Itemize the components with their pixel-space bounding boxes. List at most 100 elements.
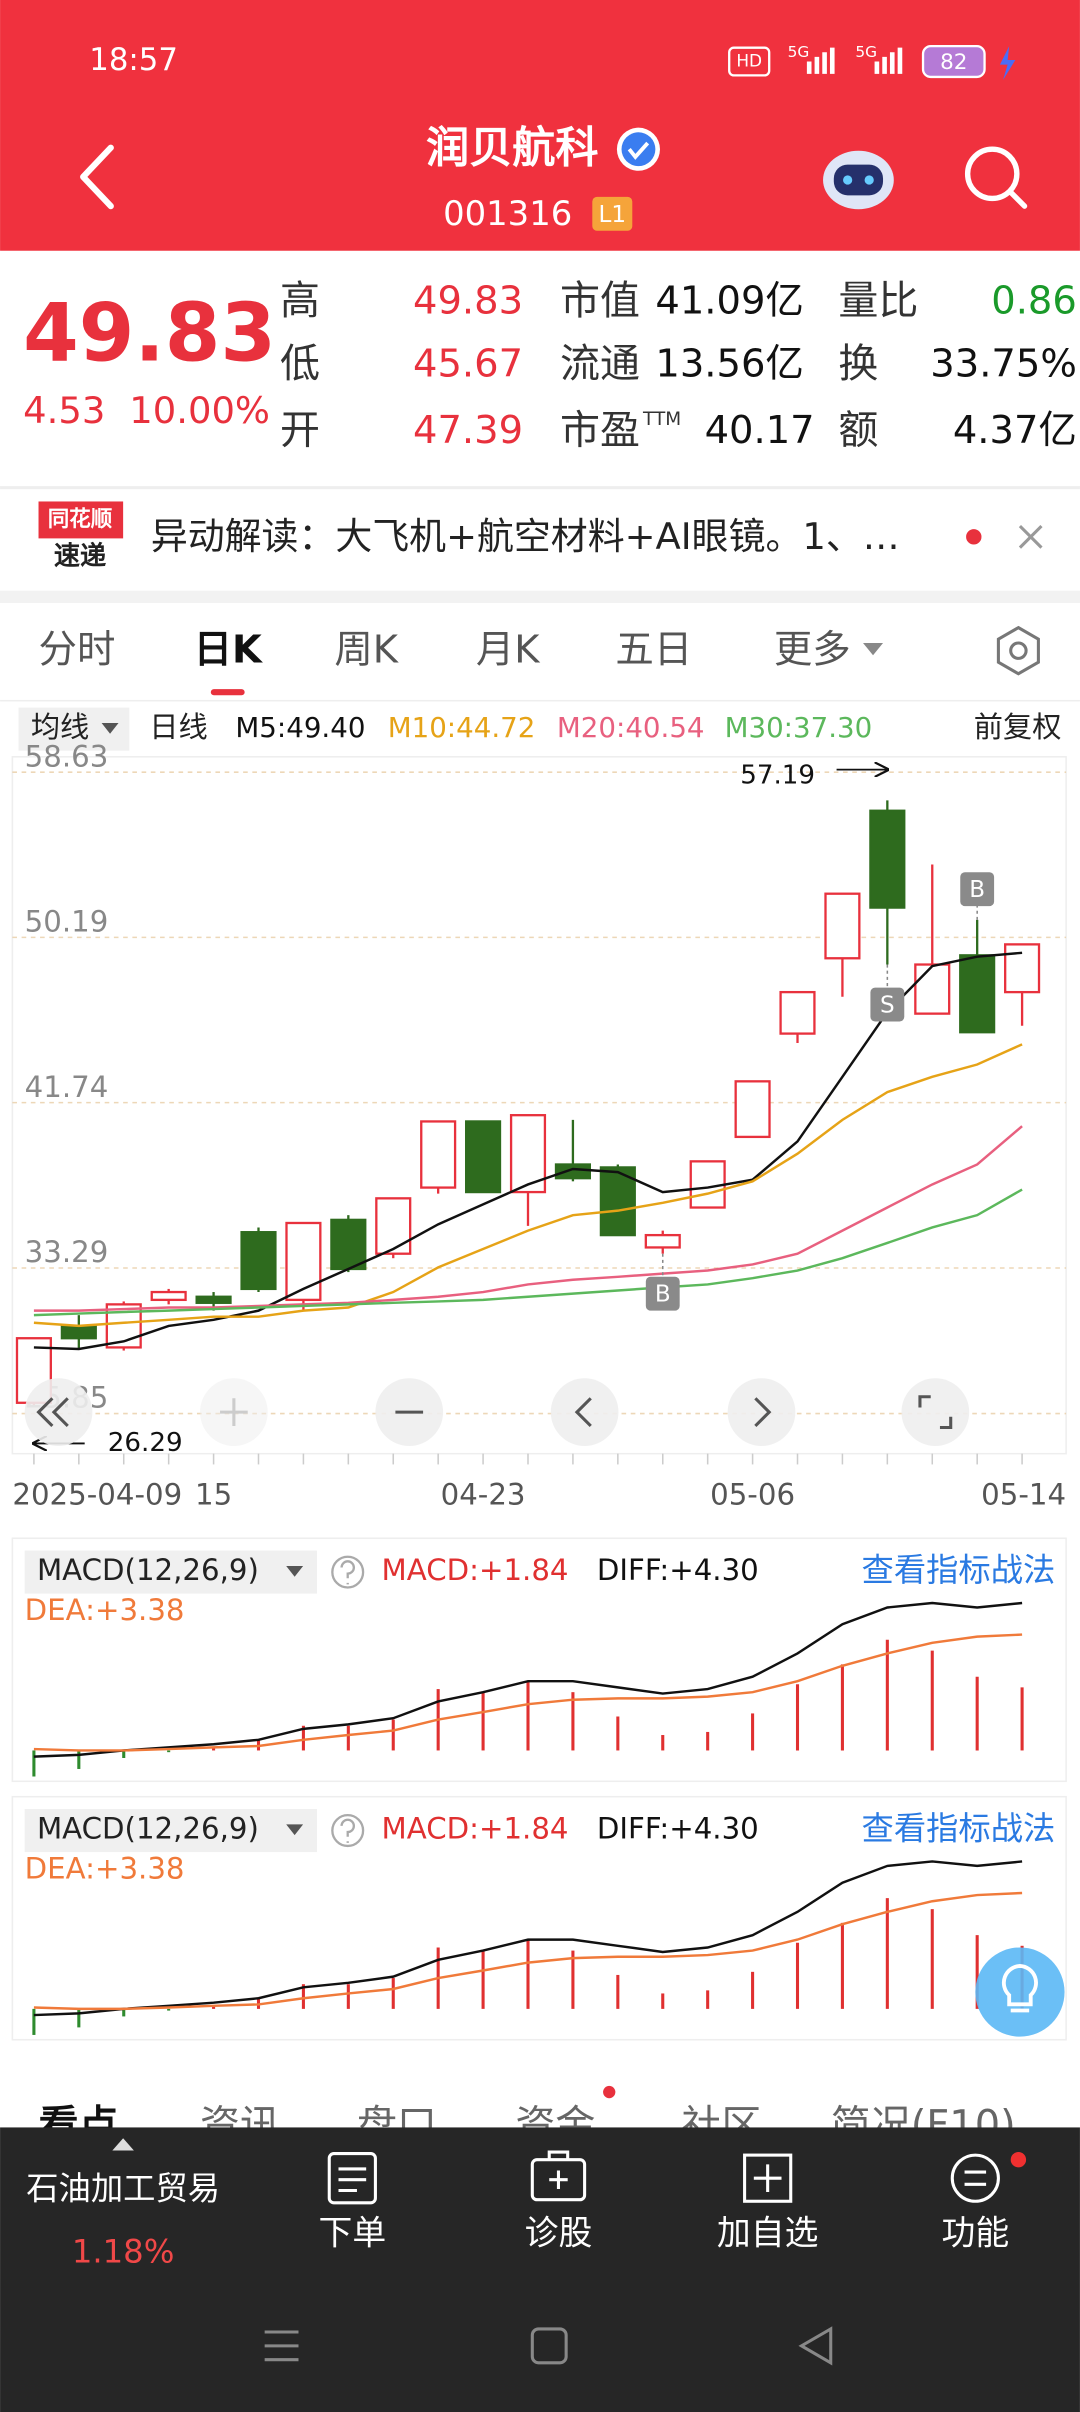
network-label: 5G bbox=[855, 43, 877, 61]
control-button[interactable] bbox=[550, 1378, 619, 1446]
field-label: 流通 bbox=[560, 341, 640, 387]
chart-controls bbox=[24, 1378, 970, 1446]
sector-caret bbox=[112, 2138, 134, 2151]
bottom-button[interactable]: 诊股 bbox=[525, 2214, 593, 2253]
candle-body bbox=[240, 1231, 277, 1291]
news-logo: 速递 bbox=[54, 540, 106, 571]
ma-legend: M30:37.30 bbox=[725, 711, 873, 744]
back-button[interactable] bbox=[80, 144, 114, 210]
search-button[interactable] bbox=[964, 146, 1028, 209]
candle-body bbox=[734, 1080, 771, 1139]
bottom-button[interactable]: 加自选 bbox=[717, 2214, 818, 2253]
more-caret bbox=[863, 642, 884, 656]
candle-body bbox=[824, 892, 861, 960]
field-value: 13.56亿 bbox=[655, 342, 803, 387]
candle-body bbox=[285, 1221, 322, 1302]
dea-value: DEA:+3.38 bbox=[25, 1593, 185, 1627]
stock-name: 润贝航科 bbox=[426, 123, 598, 173]
macd-title: MACD(12,26,9) bbox=[37, 1553, 259, 1587]
control-icon bbox=[36, 1397, 69, 1428]
strategy-link[interactable]: 查看指标战法 bbox=[862, 1551, 1056, 1589]
menu-icon-lines bbox=[964, 2170, 987, 2186]
watch-icon bbox=[743, 2153, 793, 2203]
nav-back[interactable] bbox=[798, 2326, 833, 2366]
candle-body bbox=[644, 1233, 681, 1249]
field-label: 开 bbox=[280, 407, 320, 453]
strategy-link[interactable]: 查看指标战法 bbox=[862, 1810, 1056, 1848]
signal-badge bbox=[645, 1276, 680, 1311]
ma-legend: M10:44.72 bbox=[388, 711, 536, 744]
period-tab[interactable]: 周K bbox=[334, 628, 399, 673]
help-icon[interactable] bbox=[331, 1555, 365, 1589]
logo-top-bg bbox=[38, 501, 124, 539]
ma-line bbox=[33, 1125, 1023, 1312]
field-label: 换 bbox=[838, 341, 878, 387]
field-sup: TTM bbox=[642, 409, 681, 430]
macd-panels: MACD(12,26,9) MACD:+1.84 DIFF:+4.30 查看指标战法 D… bbox=[11, 1537, 1067, 2041]
macd-value: MACD:+1.84 bbox=[382, 1553, 569, 1587]
search-icon bbox=[964, 146, 1020, 202]
help-mark bbox=[340, 1818, 356, 1843]
battery bbox=[921, 44, 986, 79]
settings-button[interactable] bbox=[996, 625, 1040, 676]
candle-body bbox=[779, 990, 816, 1035]
field-value: 4.37亿 bbox=[953, 408, 1077, 453]
ma-line bbox=[33, 1188, 1023, 1317]
period-tab[interactable]: 分时 bbox=[39, 628, 116, 673]
robot-face bbox=[833, 164, 884, 196]
assistant-button[interactable] bbox=[975, 1947, 1065, 2037]
robot-eye bbox=[864, 175, 874, 185]
divider bbox=[0, 699, 1080, 702]
diff-line bbox=[33, 1860, 1023, 2017]
period-tab[interactable]: 五日 bbox=[615, 628, 692, 673]
bottom-bar bbox=[0, 2127, 1080, 2412]
y-tick-label: 58.63 bbox=[25, 739, 109, 773]
level-badge: L1 bbox=[599, 202, 627, 228]
low-label: 26.29 bbox=[108, 1428, 183, 1458]
macd-frame bbox=[11, 1795, 1067, 2041]
candle-body bbox=[1004, 943, 1041, 994]
field-value: 45.67 bbox=[413, 342, 523, 387]
candle-body bbox=[375, 1197, 412, 1255]
ma-line bbox=[33, 1043, 1023, 1328]
field-value: 40.17 bbox=[705, 408, 815, 453]
news-row[interactable]: 同花顺 速递 异动解读：大飞机+航空材料+AI眼镜。1、… bbox=[38, 501, 982, 571]
diff-value: DIFF:+4.30 bbox=[597, 1812, 759, 1846]
candle-body bbox=[509, 1114, 547, 1194]
kline-chart: 58.6350.1941.7433.2925.852025-04-091504-… bbox=[12, 739, 1066, 1512]
bottom-button[interactable]: 功能 bbox=[942, 2214, 1010, 2253]
nav-menu[interactable] bbox=[264, 2330, 299, 2362]
control-button[interactable] bbox=[727, 1378, 796, 1446]
control-icon bbox=[220, 1398, 248, 1426]
x-tick-label: 04-23 bbox=[441, 1478, 526, 1512]
field-value: 49.83 bbox=[413, 279, 523, 324]
field-value: 47.39 bbox=[413, 408, 523, 453]
sector-name[interactable]: 石油加工贸易 bbox=[26, 2169, 220, 2207]
robot-button[interactable] bbox=[823, 150, 894, 210]
menu-icon bbox=[950, 2153, 1000, 2203]
candle-body bbox=[465, 1120, 502, 1194]
robot-eye bbox=[843, 175, 853, 185]
period-tab[interactable]: 更多 bbox=[774, 628, 851, 673]
signal-badge bbox=[870, 987, 905, 1022]
macd-select[interactable] bbox=[24, 1550, 317, 1594]
active-underline bbox=[210, 689, 245, 696]
macd-caret bbox=[286, 1824, 304, 1836]
control-button[interactable] bbox=[24, 1378, 93, 1446]
nav-home[interactable] bbox=[530, 2327, 568, 2365]
adjust-mode[interactable]: 前复权 bbox=[974, 710, 1062, 744]
field-label: 市值 bbox=[560, 278, 640, 324]
close-news[interactable] bbox=[1018, 524, 1043, 549]
network-label: 5G bbox=[788, 43, 810, 61]
macd-caret bbox=[286, 1565, 304, 1577]
period-tab[interactable]: 日K bbox=[194, 628, 263, 673]
bottom-button[interactable]: 下单 bbox=[319, 2214, 387, 2253]
candle-body bbox=[914, 963, 951, 1015]
x-tick-label: 2025-04-09 bbox=[12, 1478, 182, 1512]
macd-select[interactable] bbox=[24, 1809, 317, 1853]
news-text: 异动解读：大飞机+航空材料+AI眼镜。1、… bbox=[151, 515, 900, 558]
control-button[interactable] bbox=[901, 1378, 970, 1446]
control-icon bbox=[754, 1397, 772, 1428]
period-tab[interactable]: 月K bbox=[476, 628, 541, 673]
help-icon[interactable] bbox=[331, 1813, 365, 1848]
